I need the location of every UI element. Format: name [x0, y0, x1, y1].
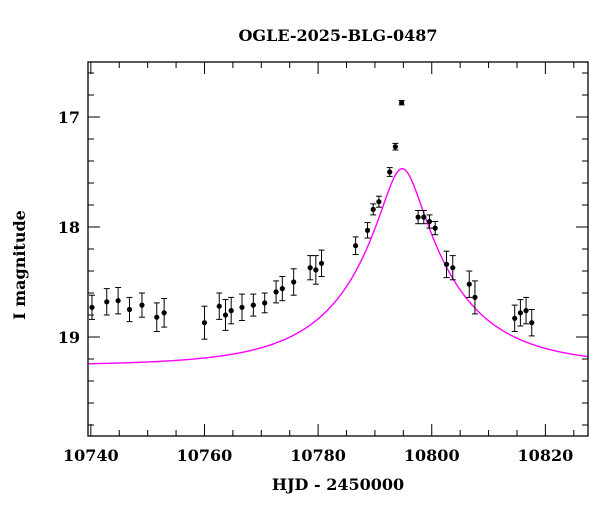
data-point	[450, 265, 456, 271]
data-point	[387, 169, 393, 175]
x-tick-label: 10800	[404, 446, 460, 465]
plot-frame	[87, 61, 589, 437]
y-tick-label: 18	[58, 218, 80, 237]
data-point	[529, 320, 535, 326]
data-point	[353, 243, 359, 249]
plot-area: 10740 10760 10780 10800 10820 17 18 19	[58, 61, 589, 465]
x-tick-label: 10780	[290, 446, 346, 465]
data-point	[115, 298, 121, 304]
data-point	[426, 218, 433, 225]
chart-title: OGLE-2025-BLG-0487	[238, 26, 437, 45]
data-point	[228, 308, 234, 314]
data-point	[307, 265, 313, 271]
data-point	[161, 310, 167, 316]
data-point	[262, 300, 268, 306]
data-point	[89, 304, 95, 310]
data-point	[370, 206, 376, 212]
data-point	[201, 320, 208, 326]
data-point	[512, 315, 518, 321]
data-point	[250, 302, 256, 308]
data-point	[364, 227, 371, 233]
data-point	[421, 214, 427, 220]
x-axis-label: HJD - 2450000	[272, 475, 404, 494]
data-point	[443, 261, 450, 267]
data-point	[291, 279, 297, 285]
data-point	[376, 199, 382, 205]
data-point	[392, 144, 398, 150]
data-point	[313, 267, 319, 273]
y-axis-label: I magnitude	[10, 210, 29, 320]
y-tick-label: 17	[58, 108, 80, 127]
data-point	[517, 310, 523, 316]
data-point	[139, 302, 145, 308]
data-point	[523, 308, 529, 314]
data-point	[273, 289, 279, 295]
data-point	[279, 286, 285, 292]
data-point	[216, 303, 222, 309]
data-point	[472, 294, 478, 300]
x-tick-label: 10820	[518, 446, 574, 465]
model-curve	[88, 167, 588, 365]
data-point	[154, 314, 160, 320]
data-point	[432, 225, 438, 231]
data-point	[318, 260, 325, 266]
data-point	[399, 100, 405, 106]
data-point	[126, 306, 133, 313]
data-point	[104, 299, 110, 305]
data-point	[466, 281, 472, 287]
data-point	[239, 304, 245, 310]
data-point	[222, 312, 229, 318]
y-tick-label: 19	[58, 328, 80, 347]
x-tick-label: 10740	[63, 446, 119, 465]
data-point	[415, 214, 421, 220]
x-tick-label: 10760	[177, 446, 233, 465]
